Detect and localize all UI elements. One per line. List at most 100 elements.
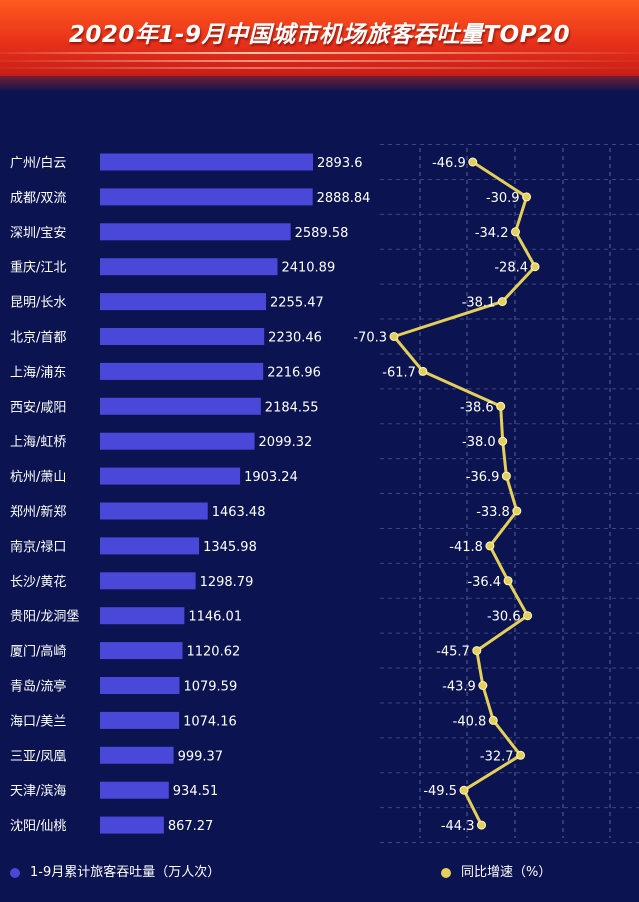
line-value-label: -38.6 [460,400,494,415]
bar-value-label: 1146.01 [188,610,242,625]
line-point [459,785,469,795]
category-label: 厦门/高崎 [10,644,66,660]
category-label: 昆明/长水 [10,296,66,311]
line-point [468,157,478,167]
line-value-label: -33.8 [476,505,510,520]
line-point [501,471,511,481]
category-label: 贵阳/龙洞堡 [10,609,79,625]
line-value-label: -30.6 [487,610,521,625]
bar [100,362,264,380]
line-point [498,436,508,446]
category-label: 成都/双流 [10,191,66,206]
line-point [476,820,486,830]
bar-value-label: 2410.89 [281,261,335,276]
category-label: 广州/白云 [10,155,66,171]
bar [100,816,164,834]
line-value-label: -28.4 [494,261,528,276]
bar [100,711,180,729]
category-label: 青岛/流亭 [10,679,66,695]
bar-legend-label: 1-9月累计旅客吞吐量（万人次） [30,865,221,880]
line-value-label: -34.2 [475,226,509,241]
line-value-label: -46.9 [432,156,466,171]
bar-value-label: 1079.59 [183,680,237,695]
bar-legend-swatch [10,868,20,878]
banner-glow [0,76,639,92]
category-label: 天津/滨海 [10,783,66,799]
bar [100,537,200,555]
bar [100,677,180,694]
line-point [523,611,533,621]
line-point [510,227,520,237]
bar [100,746,174,764]
category-label: 海口/美兰 [10,714,66,729]
line-point [478,681,488,690]
bar [100,467,241,485]
line-point [516,750,526,760]
line-point [496,401,506,411]
legend-item-bar: 1-9月累计旅客吞吐量（万人次） [10,862,220,884]
category-label: 南京/禄口 [10,539,66,555]
line-point [488,715,498,725]
line-value-label: -30.9 [486,191,520,206]
bar-value-label: 1074.16 [183,714,237,729]
category-label: 深圳/宝安 [10,226,66,241]
bar [100,258,278,276]
bar [100,223,291,241]
bar [100,607,185,625]
line-value-label: -49.5 [423,784,457,799]
line-value-label: -61.7 [382,365,416,380]
bar [100,328,265,345]
bar [100,293,267,311]
bar-value-label: 2893.6 [317,156,363,171]
line-point [485,541,495,551]
line-value-label: -44.3 [441,819,475,834]
bar-value-label: 1345.98 [203,540,257,555]
line-point [472,646,482,656]
line-value-label: -36.4 [467,575,501,590]
bar-value-label: 1463.48 [212,505,266,520]
bar-value-label: 934.51 [173,784,219,799]
legend-item-line: 同比增速（%） [441,862,551,884]
bar-value-label: 867.27 [168,819,214,834]
bar-value-label: 1120.62 [186,645,240,660]
category-label: 重庆/江北 [10,260,66,276]
line-value-label: -32.7 [480,749,514,764]
bar [100,432,255,450]
bar-value-label: 999.37 [178,749,224,764]
line-value-label: -38.1 [462,296,496,311]
bar-series: 广州/白云 2893.6 成都/双流 2888.84 深圳/宝安 2589.58 重庆/江北… [10,153,370,834]
line-value-label: -45.7 [436,645,470,660]
bar-value-label: 1903.24 [244,470,298,485]
title-banner: 2020年1-9月中国城市机场旅客吞吐量TOP20 [0,0,639,76]
bar-value-label: 2216.96 [267,365,321,380]
bar [100,153,313,171]
line-value-label: -43.9 [442,680,476,695]
category-label: 长沙/黄花 [10,574,66,590]
bar-value-label: 2230.46 [268,331,322,346]
line-value-label: -38.0 [462,435,496,450]
line-point [503,576,513,586]
line-value-label: -36.9 [466,470,500,485]
bar-value-label: 2099.32 [259,435,313,450]
category-label: 三亚/凤凰 [10,749,66,764]
bar [100,572,196,590]
line-legend-label: 同比增速（%） [461,865,552,880]
line-point [497,297,507,307]
category-label: 上海/浦东 [10,365,66,380]
line-point [522,192,532,202]
category-label: 郑州/新郑 [10,504,66,520]
category-label: 上海/虹桥 [10,435,66,450]
bar-value-label: 2184.55 [265,400,319,415]
line-series: -46.9 -30.9 -34.2 -28.4 -38.1 -70.3 -61.7 -38.6… [353,156,540,834]
chart-title: 2020年1-9月中国城市机场旅客吞吐量TOP20 [68,22,571,48]
bar-value-label: 2255.47 [270,296,324,311]
category-label: 北京/首都 [10,331,66,346]
line-value-label: -41.8 [449,540,483,555]
bar [100,781,169,799]
bar-value-label: 2589.58 [295,226,349,241]
growth-line [392,160,537,826]
line-grid [380,144,639,844]
line-value-label: -40.8 [453,714,487,729]
line-point [418,366,428,376]
